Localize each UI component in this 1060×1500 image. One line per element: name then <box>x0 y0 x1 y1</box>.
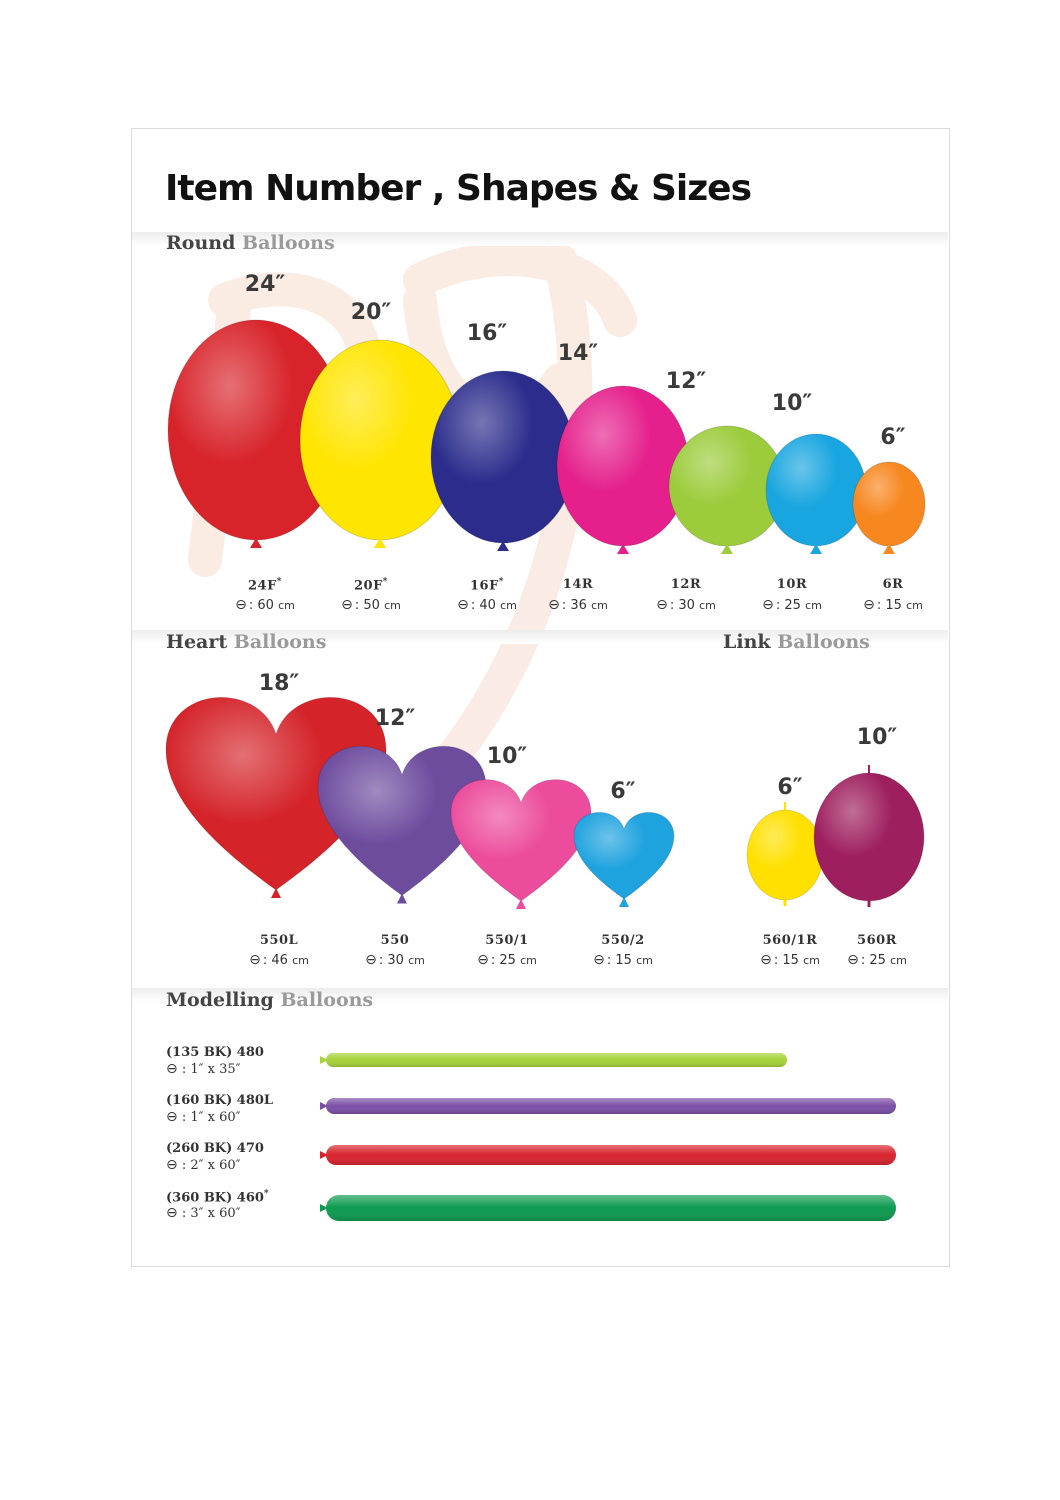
modelling-balloons-heading: Modelling Balloons <box>166 989 374 1011</box>
balloon-size-label: 10″ <box>856 725 898 750</box>
dimension-label: ⊖ : 2″ x 60″ <box>166 1157 241 1173</box>
diameter-label: ⊖: 15 cm <box>863 597 923 613</box>
round-balloon-12R <box>668 425 786 554</box>
item-code: (160 BK) 480L <box>166 1093 274 1108</box>
modelling-balloon <box>320 1195 896 1221</box>
diameter-label: ⊖: 60 cm <box>235 597 295 613</box>
section-band <box>132 988 948 1002</box>
heart-balloons-heading: Heart Balloons <box>166 631 327 653</box>
diameter-label: ⊖: 30 cm <box>365 952 425 968</box>
diameter-label: ⊖: 25 cm <box>847 952 907 968</box>
item-code: 560/1R <box>762 933 818 948</box>
diameter-label: ⊖: 50 cm <box>341 597 401 613</box>
item-code: 24F* <box>247 577 283 594</box>
item-code: (360 BK) 460* <box>166 1189 269 1206</box>
modelling-balloon <box>320 1145 896 1165</box>
diameter-label: ⊖: 36 cm <box>548 597 608 613</box>
round-balloons-heading: Round Balloons <box>166 232 335 254</box>
balloon-size-label: 18″ <box>258 671 300 696</box>
balloon-size-label: 10″ <box>771 391 813 416</box>
item-code: 550L <box>259 933 299 948</box>
item-code: 14R <box>562 577 594 592</box>
item-code: 10R <box>776 577 808 592</box>
section-band <box>132 232 948 246</box>
item-code: 16F* <box>469 577 505 594</box>
balloon-size-label: 12″ <box>374 706 416 731</box>
balloon-size-label: 14″ <box>557 341 599 366</box>
diameter-label: ⊖: 30 cm <box>656 597 716 613</box>
balloon-size-label: 6″ <box>610 779 636 804</box>
heart-balloon-550L <box>165 696 387 898</box>
link-balloon-560/1R <box>746 802 824 906</box>
round-balloon-20F <box>299 339 461 548</box>
modelling-balloon <box>320 1053 787 1067</box>
diameter-label: ⊖: 15 cm <box>593 952 653 968</box>
round-balloon-24F <box>167 319 345 548</box>
page-title: Item Number , Shapes & Sizes <box>165 168 752 209</box>
heart-balloon-550/1 <box>450 779 592 909</box>
diameter-label: ⊖: 40 cm <box>457 597 517 613</box>
balloon-size-label: 16″ <box>466 321 508 346</box>
round-balloon-6R <box>852 461 926 554</box>
diameter-label: ⊖: 15 cm <box>760 952 820 968</box>
link-balloon-560R <box>813 765 925 907</box>
round-balloon-10R <box>765 433 867 554</box>
dimension-label: ⊖ : 3″ x 60″ <box>166 1205 241 1221</box>
link-balloons-heading: Link Balloons <box>723 631 870 653</box>
modelling-balloon <box>320 1098 896 1114</box>
balloon-size-label: 24″ <box>244 272 286 297</box>
item-code: (260 BK) 470 <box>166 1141 264 1156</box>
balloon-size-label: 6″ <box>880 425 906 450</box>
balloon-size-label: 20″ <box>350 300 392 325</box>
section-band <box>132 630 948 644</box>
balloon-size-label: 6″ <box>777 775 803 800</box>
item-code: 550 <box>380 933 410 948</box>
dimension-label: ⊖ : 1″ x 35″ <box>166 1061 241 1077</box>
round-balloon-14R <box>556 385 690 554</box>
item-code: 6R <box>882 577 904 592</box>
heart-balloon-550 <box>317 745 487 904</box>
dimension-label: ⊖ : 1″ x 60″ <box>166 1109 241 1125</box>
item-code: 550/2 <box>601 933 645 948</box>
item-code: 560R <box>857 933 897 948</box>
diameter-label: ⊖: 25 cm <box>477 952 537 968</box>
diameter-label: ⊖: 46 cm <box>249 952 309 968</box>
item-code: 12R <box>670 577 702 592</box>
item-code: (135 BK) 480 <box>166 1045 264 1060</box>
balloon-size-label: 10″ <box>486 744 528 769</box>
balloon-size-label: 12″ <box>665 369 707 394</box>
diameter-label: ⊖: 25 cm <box>762 597 822 613</box>
item-code: 550/1 <box>485 933 529 948</box>
round-balloon-16F <box>430 370 576 551</box>
item-code: 20F* <box>353 577 389 594</box>
heart-balloon-550/2 <box>573 811 675 907</box>
